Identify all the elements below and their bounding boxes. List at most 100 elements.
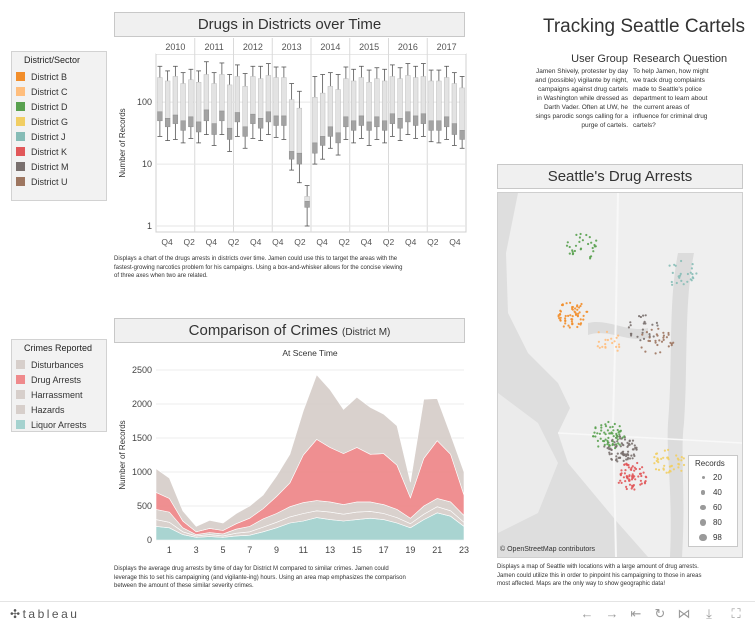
map-point: [608, 451, 611, 454]
seattle-map[interactable]: Records 20 40 60 80 98 © OpenStreetMap contr…: [497, 192, 743, 558]
map-point: [568, 252, 571, 255]
box-upper-hinge: [188, 79, 194, 118]
map-point: [671, 283, 674, 286]
map-point: [610, 448, 613, 451]
map-point: [668, 264, 671, 267]
area-x-tick: 3: [194, 545, 199, 555]
map-point: [631, 439, 635, 442]
fullscreen-icon: ⛶: [731, 606, 741, 621]
map-point: [631, 473, 634, 476]
drugs-description-line: fastest-growing narcotics problem for hi…: [114, 264, 403, 271]
map-point: [638, 467, 641, 471]
map-description-line: Displays a map of Seattle with locations…: [497, 564, 699, 570]
map-point: [577, 312, 580, 315]
map-point: [567, 314, 570, 317]
district-legend-item[interactable]: District G: [12, 114, 106, 129]
map-point: [627, 326, 630, 329]
map-point: [572, 252, 575, 255]
map-point: [668, 465, 672, 468]
map-point: [620, 472, 623, 475]
tableau-logo[interactable]: ✣tableau: [10, 607, 79, 621]
area-y-tick: 0: [147, 535, 152, 545]
map-point: [579, 318, 582, 321]
district-legend-item[interactable]: District B: [12, 69, 106, 84]
map-point: [648, 336, 651, 339]
map-point: [651, 323, 654, 326]
area-x-tick: 15: [352, 545, 362, 555]
map-point: [600, 426, 603, 429]
map-attribution[interactable]: © OpenStreetMap contributors: [500, 546, 596, 553]
map-point: [585, 310, 588, 313]
map-point: [604, 425, 608, 428]
map-lake-union: [588, 321, 648, 340]
map-point: [590, 241, 593, 244]
map-point: [574, 313, 578, 316]
map-point: [559, 310, 562, 313]
map-point: [579, 323, 582, 326]
crimes-legend-item[interactable]: Hazards: [12, 402, 106, 417]
box-lower-hinge: [296, 152, 303, 165]
map-point: [616, 349, 619, 352]
map-point: [571, 315, 574, 318]
research-question-line: cartels?: [633, 122, 656, 129]
map-point: [611, 432, 614, 435]
map-point: [629, 468, 632, 471]
map-point: [650, 328, 653, 331]
map-point: [691, 273, 694, 276]
map-point: [617, 334, 620, 337]
revert-button[interactable]: ⇤: [626, 604, 646, 624]
map-point: [660, 457, 663, 460]
box-lower-hinge: [273, 115, 279, 126]
box-upper-hinge: [436, 80, 442, 122]
map-point: [587, 242, 590, 246]
district-legend-item[interactable]: District M: [12, 159, 106, 174]
map-point: [656, 334, 659, 337]
map-point: [630, 334, 633, 337]
crimes-legend-item[interactable]: Disturbances: [12, 357, 106, 372]
year-label: 2013: [282, 42, 302, 52]
area-series-disturbances: [155, 374, 465, 533]
box-lower-hinge: [250, 113, 256, 124]
map-point: [618, 430, 621, 433]
district-legend-item[interactable]: District C: [12, 84, 106, 99]
map-point: [644, 350, 647, 353]
box-mark: [157, 65, 163, 137]
redo-button[interactable]: →: [602, 604, 622, 624]
box-lower-hinge: [188, 116, 194, 128]
map-point: [606, 429, 609, 432]
fullscreen-button[interactable]: ⛶: [726, 604, 746, 624]
district-legend-item[interactable]: District U: [12, 174, 106, 189]
map-point: [597, 331, 600, 334]
map-point: [616, 428, 619, 432]
box-mark: [405, 63, 411, 135]
box-mark: [443, 65, 450, 140]
crimes-legend-item[interactable]: Harrassment: [12, 387, 106, 402]
box-upper-hinge: [211, 83, 217, 124]
crimes-legend-swatch: [16, 375, 25, 384]
share-button[interactable]: ⋈: [674, 604, 694, 624]
refresh-button[interactable]: ↻: [650, 604, 670, 624]
district-legend-item[interactable]: District J: [12, 129, 106, 144]
box-lower-hinge: [226, 127, 233, 140]
area-x-tick: 1: [167, 545, 172, 555]
size-legend-dot: [700, 504, 706, 511]
map-point: [617, 481, 620, 484]
district-legend-item[interactable]: District K: [12, 144, 106, 159]
area-x-tick: 19: [405, 545, 415, 555]
map-point: [604, 438, 607, 441]
map-point: [676, 457, 679, 460]
district-legend-item[interactable]: District D: [12, 99, 106, 114]
map-point: [658, 339, 661, 342]
map-point: [636, 461, 639, 465]
map-point: [628, 440, 631, 443]
crimes-legend-item[interactable]: Drug Arrests: [12, 372, 106, 387]
undo-button[interactable]: ←: [577, 604, 597, 624]
district-legend-swatch: [16, 87, 25, 96]
map-point: [607, 420, 610, 424]
map-point: [604, 433, 607, 436]
crimes-legend-item[interactable]: Liquor Arrests: [12, 417, 106, 432]
map-point: [622, 450, 625, 453]
map-point: [596, 432, 599, 435]
download-button[interactable]: ⤓: [699, 604, 719, 624]
map-point: [578, 236, 581, 239]
